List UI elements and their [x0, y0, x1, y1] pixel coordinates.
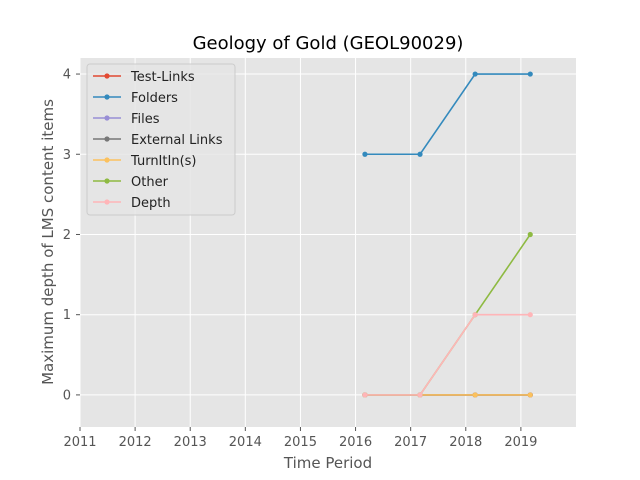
x-axis-ticks: 2011 2012 2013 2014 2015 2016 2017 2018 2019	[63, 427, 537, 450]
y-axis-ticks: 0 1 2 3 4	[63, 68, 80, 403]
x-tick-label: 2014	[229, 435, 262, 450]
x-tick-label: 2013	[174, 435, 207, 450]
x-tick-label: 2012	[119, 435, 152, 450]
x-axis-label: Time Period	[283, 454, 372, 472]
x-tick-label: 2016	[339, 435, 372, 450]
legend-swatch-marker	[104, 73, 110, 79]
legend-label: Depth	[131, 196, 171, 211]
legend-item: Test-Links	[93, 70, 195, 85]
x-tick-label: 2019	[504, 435, 537, 450]
data-point-folders	[362, 151, 368, 157]
legend-label: Folders	[131, 91, 178, 106]
legend-swatch-marker	[104, 115, 110, 121]
data-point-turnitin-s	[472, 392, 478, 398]
x-tick-label: 2018	[449, 435, 482, 450]
series-line-depth	[364, 313, 531, 396]
legend-item: External Links	[93, 133, 223, 148]
y-tick-label: 3	[63, 148, 71, 163]
y-tick-label: 0	[63, 388, 71, 403]
y-axis-label: Maximum depth of LMS content items	[39, 99, 57, 385]
data-point-turnitin-s	[527, 392, 533, 398]
data-point-depth	[362, 392, 368, 398]
legend-item: Depth	[93, 196, 171, 211]
data-point-depth	[527, 312, 533, 318]
legend-swatch-marker	[104, 178, 110, 184]
chart-title: Geology of Gold (GEOL90029)	[193, 33, 464, 54]
legend: Test-Links Folders Files External Links Turn…	[86, 63, 236, 216]
legend-label: Files	[131, 112, 160, 127]
legend-label: Other	[131, 175, 169, 190]
y-tick-label: 1	[63, 308, 71, 323]
legend-item: Files	[93, 112, 160, 127]
legend-swatch-marker	[104, 94, 110, 100]
series-lines	[362, 71, 533, 398]
legend-item: Other	[93, 175, 169, 190]
legend-label: External Links	[131, 133, 223, 148]
y-tick-label: 2	[63, 228, 71, 243]
x-tick-label: 2015	[284, 435, 317, 450]
data-point-depth	[417, 392, 423, 398]
legend-item: TurnItIn(s)	[93, 154, 196, 169]
x-tick-label: 2017	[394, 435, 427, 450]
data-point-depth	[472, 312, 478, 318]
legend-swatch-marker	[104, 157, 110, 163]
data-point-folders	[472, 71, 478, 77]
legend-swatch-marker	[104, 136, 110, 142]
data-point-folders	[527, 71, 533, 77]
legend-label: TurnItIn(s)	[130, 154, 196, 169]
data-point-other	[527, 231, 533, 238]
series-depth	[362, 312, 533, 398]
legend-label: Test-Links	[130, 70, 195, 85]
y-tick-label: 4	[63, 68, 71, 83]
data-point-folders	[417, 151, 423, 157]
legend-box	[86, 63, 236, 216]
series-line-folders	[364, 73, 531, 156]
legend-item: Folders	[93, 91, 178, 106]
series-folders	[362, 71, 533, 157]
x-tick-label: 2011	[63, 435, 96, 450]
legend-swatch-marker	[104, 199, 110, 205]
